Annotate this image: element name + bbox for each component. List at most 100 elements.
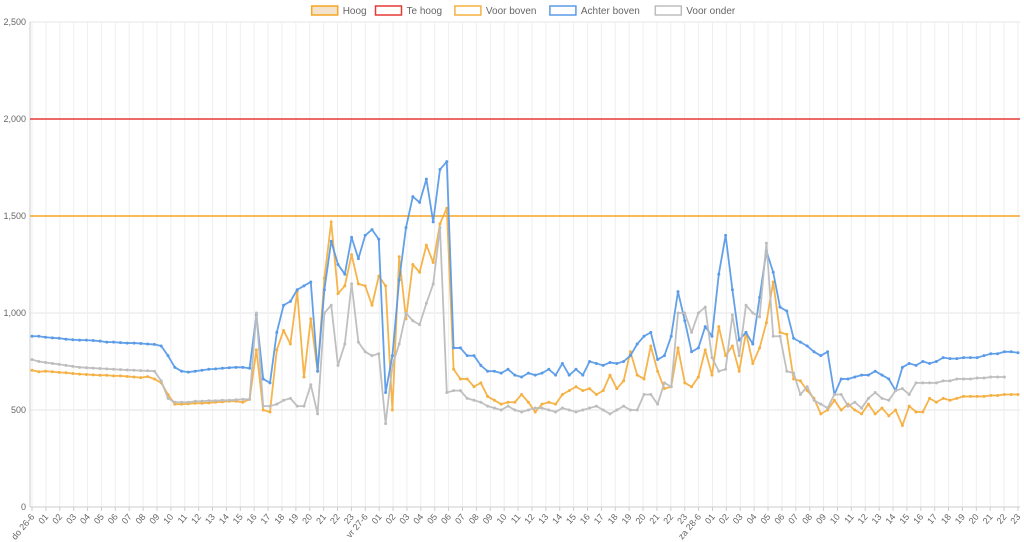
data-point-achter-boven[interactable]	[955, 357, 959, 361]
data-point-voor-boven[interactable]	[785, 332, 789, 336]
data-point-voor-boven[interactable]	[887, 414, 891, 418]
data-point-voor-onder[interactable]	[411, 319, 415, 323]
data-point-achter-boven[interactable]	[533, 373, 537, 377]
legend-item-hoog[interactable]: Hoog	[310, 5, 367, 17]
data-point-voor-onder[interactable]	[649, 392, 653, 396]
data-point-achter-boven[interactable]	[690, 350, 694, 354]
data-point-voor-onder[interactable]	[968, 377, 972, 381]
data-point-voor-boven[interactable]	[717, 325, 721, 329]
data-point-achter-boven[interactable]	[724, 233, 728, 237]
data-point-achter-boven[interactable]	[839, 377, 843, 381]
data-point-achter-boven[interactable]	[173, 365, 177, 369]
data-point-voor-boven[interactable]	[336, 292, 340, 296]
data-point-achter-boven[interactable]	[962, 356, 966, 360]
data-point-voor-onder[interactable]	[445, 391, 449, 395]
data-point-achter-boven[interactable]	[78, 338, 82, 342]
data-point-achter-boven[interactable]	[560, 361, 564, 365]
data-point-voor-onder[interactable]	[676, 311, 680, 315]
data-point-voor-onder[interactable]	[642, 392, 646, 396]
data-point-voor-onder[interactable]	[554, 410, 558, 414]
data-point-voor-boven[interactable]	[941, 396, 945, 400]
data-point-achter-boven[interactable]	[628, 354, 632, 358]
data-point-voor-onder[interactable]	[703, 305, 707, 309]
data-point-achter-boven[interactable]	[91, 339, 95, 343]
data-point-voor-onder[interactable]	[384, 422, 388, 426]
data-point-voor-boven[interactable]	[207, 401, 211, 405]
data-point-voor-onder[interactable]	[472, 398, 476, 402]
data-point-achter-boven[interactable]	[520, 375, 524, 379]
data-point-achter-boven[interactable]	[309, 280, 313, 284]
data-point-achter-boven[interactable]	[798, 340, 802, 344]
data-point-voor-onder[interactable]	[350, 282, 354, 286]
data-point-achter-boven[interactable]	[771, 270, 775, 274]
data-point-achter-boven[interactable]	[744, 330, 748, 334]
data-point-voor-onder[interactable]	[282, 398, 286, 402]
data-point-voor-onder[interactable]	[826, 406, 830, 410]
data-point-voor-boven[interactable]	[44, 369, 48, 373]
data-point-achter-boven[interactable]	[526, 371, 530, 375]
data-point-voor-boven[interactable]	[30, 368, 34, 372]
data-point-voor-onder[interactable]	[696, 311, 700, 315]
data-point-voor-onder[interactable]	[186, 400, 190, 404]
data-point-voor-onder[interactable]	[268, 404, 272, 408]
data-point-achter-boven[interactable]	[397, 278, 401, 282]
data-point-achter-boven[interactable]	[996, 352, 1000, 356]
data-point-voor-boven[interactable]	[594, 392, 598, 396]
data-point-voor-onder[interactable]	[234, 398, 238, 402]
data-point-voor-onder[interactable]	[948, 379, 952, 383]
data-point-achter-boven[interactable]	[200, 368, 204, 372]
data-point-achter-boven[interactable]	[44, 335, 48, 339]
data-point-achter-boven[interactable]	[785, 309, 789, 313]
data-point-achter-boven[interactable]	[207, 367, 211, 371]
data-point-achter-boven[interactable]	[64, 337, 68, 341]
data-point-voor-onder[interactable]	[125, 368, 129, 372]
data-point-voor-boven[interactable]	[499, 402, 503, 406]
data-point-achter-boven[interactable]	[900, 365, 904, 369]
data-point-voor-onder[interactable]	[914, 381, 918, 385]
data-point-achter-boven[interactable]	[1009, 350, 1013, 354]
data-point-voor-onder[interactable]	[207, 399, 211, 403]
data-point-voor-onder[interactable]	[669, 385, 673, 389]
data-point-voor-boven[interactable]	[962, 394, 966, 398]
data-point-voor-boven[interactable]	[513, 400, 517, 404]
data-point-voor-onder[interactable]	[390, 363, 394, 367]
data-point-achter-boven[interactable]	[214, 367, 218, 371]
data-point-voor-boven[interactable]	[900, 424, 904, 428]
data-point-voor-onder[interactable]	[193, 399, 197, 403]
data-point-achter-boven[interactable]	[554, 373, 558, 377]
data-point-achter-boven[interactable]	[248, 366, 252, 370]
data-point-achter-boven[interactable]	[411, 195, 415, 199]
data-point-achter-boven[interactable]	[703, 325, 707, 329]
data-point-voor-onder[interactable]	[887, 398, 891, 402]
data-point-achter-boven[interactable]	[669, 334, 673, 338]
data-point-achter-boven[interactable]	[615, 361, 619, 365]
data-point-voor-onder[interactable]	[894, 389, 898, 393]
data-point-achter-boven[interactable]	[683, 319, 687, 323]
data-point-achter-boven[interactable]	[737, 338, 741, 342]
data-point-voor-onder[interactable]	[656, 402, 660, 406]
data-point-voor-boven[interactable]	[384, 284, 388, 288]
data-point-voor-onder[interactable]	[37, 360, 41, 363]
legend-item-voor-boven[interactable]: Voor boven	[454, 5, 537, 17]
data-point-voor-boven[interactable]	[91, 373, 95, 377]
data-point-voor-onder[interactable]	[907, 392, 911, 396]
data-point-achter-boven[interactable]	[547, 367, 551, 371]
data-point-achter-boven[interactable]	[499, 371, 503, 375]
data-point-voor-onder[interactable]	[860, 406, 864, 410]
data-point-achter-boven[interactable]	[975, 356, 979, 360]
data-point-achter-boven[interactable]	[241, 365, 245, 369]
data-point-achter-boven[interactable]	[322, 288, 326, 292]
data-point-voor-boven[interactable]	[152, 377, 156, 381]
data-point-voor-onder[interactable]	[771, 334, 775, 338]
data-point-voor-boven[interactable]	[853, 408, 857, 412]
data-point-voor-boven[interactable]	[1002, 392, 1006, 396]
data-point-voor-onder[interactable]	[921, 381, 925, 385]
data-point-achter-boven[interactable]	[268, 381, 272, 385]
data-point-achter-boven[interactable]	[452, 346, 456, 350]
data-point-voor-onder[interactable]	[581, 408, 585, 412]
data-point-voor-boven[interactable]	[683, 381, 687, 385]
data-point-voor-boven[interactable]	[628, 350, 632, 354]
data-point-voor-onder[interactable]	[975, 376, 979, 380]
data-point-voor-onder[interactable]	[214, 399, 218, 403]
data-point-achter-boven[interactable]	[907, 361, 911, 365]
